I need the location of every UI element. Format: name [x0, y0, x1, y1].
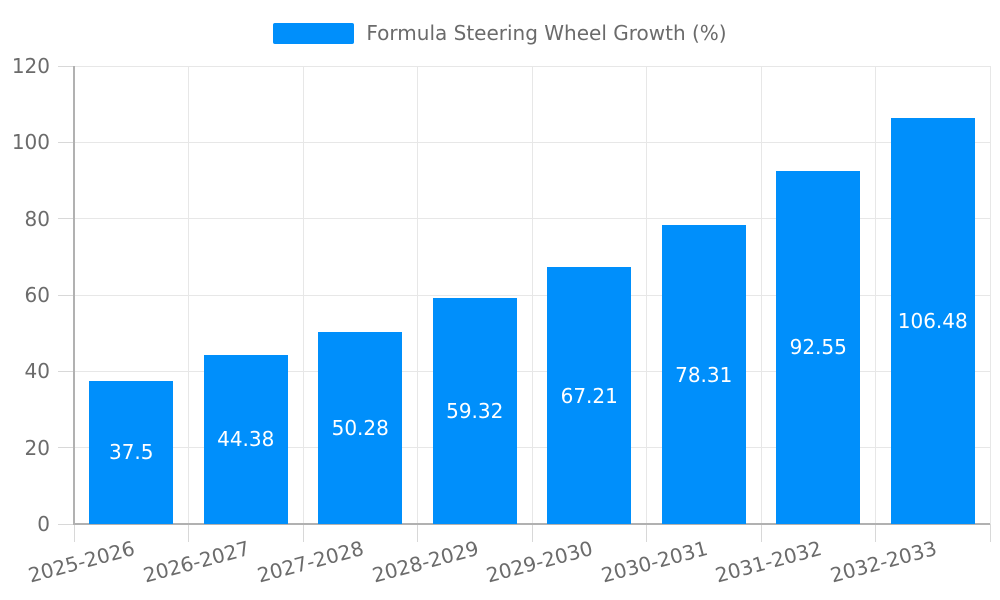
x-axis-tick [875, 524, 876, 542]
bar[interactable] [661, 225, 746, 524]
vertical-gridline [989, 66, 991, 524]
bar-value-label: 44.38 [217, 427, 275, 452]
x-axis-tick [417, 524, 418, 542]
y-axis-line [73, 66, 75, 524]
x-tick-label: 2028-2029 [369, 536, 481, 588]
y-axis-tick [58, 370, 74, 372]
x-tick-label: 2027-2028 [254, 536, 367, 588]
x-axis-tick [73, 524, 75, 542]
bar[interactable] [547, 267, 632, 524]
x-axis-tick [302, 524, 304, 542]
x-tick-label: 2030-2031 [598, 536, 710, 588]
legend-swatch-icon [273, 22, 355, 44]
y-tick-label: 20 [24, 435, 50, 460]
y-tick-label: 0 [37, 512, 50, 536]
x-axis-tick [760, 524, 762, 542]
bar-value-label: 106.48 [897, 308, 968, 333]
x-tick-label: 2029-2030 [483, 536, 596, 588]
vertical-gridline [417, 66, 418, 524]
vertical-gridline [646, 66, 647, 524]
y-tick-label: 100 [11, 130, 50, 155]
vertical-gridline [188, 66, 189, 524]
y-tick-label: 40 [24, 359, 50, 384]
bar[interactable] [432, 297, 517, 524]
bar[interactable] [203, 354, 288, 524]
x-tick-label: 2032-2033 [827, 536, 939, 588]
y-axis-tick [58, 523, 74, 525]
y-axis-tick [58, 65, 74, 67]
x-axis-tick [531, 524, 533, 542]
bar-value-label: 92.55 [789, 335, 847, 360]
y-axis-tick [58, 294, 74, 296]
y-axis-tick [58, 141, 74, 143]
bar[interactable] [318, 332, 403, 524]
x-tick-label: 2031-2032 [712, 536, 825, 588]
vertical-gridline [531, 66, 533, 524]
legend-item[interactable]: Formula Steering Wheel Growth (%) [0, 21, 1000, 45]
y-tick-label: 60 [24, 283, 50, 307]
bar-value-label: 67.21 [560, 383, 618, 408]
x-axis-tick [188, 524, 189, 542]
bar-value-label: 50.28 [331, 416, 389, 441]
x-tick-label: 2025-2026 [25, 536, 138, 588]
y-tick-label: 120 [11, 54, 50, 78]
bar[interactable] [890, 117, 975, 524]
bar[interactable] [89, 380, 174, 524]
bar[interactable] [776, 170, 861, 524]
x-tick-label: 2026-2027 [140, 536, 252, 588]
x-axis-tick [989, 524, 991, 542]
vertical-gridline [302, 66, 304, 524]
bar-value-label: 37.5 [108, 440, 154, 465]
y-axis-tick [58, 218, 74, 220]
bar-value-label: 59.32 [446, 398, 504, 423]
vertical-gridline [875, 66, 876, 524]
x-axis-line [73, 523, 990, 525]
vertical-gridline [760, 66, 762, 524]
x-axis-tick [646, 524, 647, 542]
legend-label: Formula Steering Wheel Growth (%) [366, 21, 727, 45]
bar-value-label: 78.31 [675, 362, 733, 387]
y-axis-tick [58, 447, 74, 449]
y-tick-label: 80 [24, 206, 50, 231]
